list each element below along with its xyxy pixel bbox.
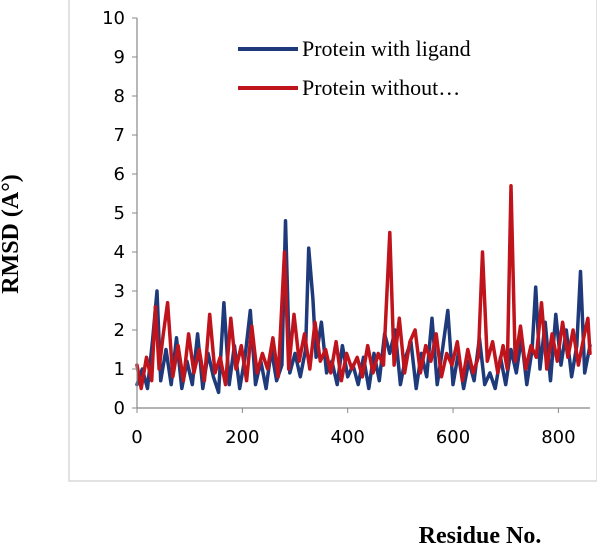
y-tick-label: 1 [114, 359, 125, 380]
series-line-1 [135, 183, 592, 391]
y-tick-label: 7 [114, 125, 125, 146]
y-tick-label: 4 [114, 242, 125, 263]
y-tick-label: 10 [102, 8, 125, 29]
y-tick-label: 2 [114, 320, 125, 341]
legend-label-protein-without: Protein without… [302, 75, 460, 100]
x-axis-title: Residue No. [419, 523, 542, 549]
x-tick-label: 600 [436, 427, 470, 448]
x-tick-label: 0 [131, 427, 142, 448]
y-tick-label: 0 [114, 398, 125, 419]
y-axis-title: RMSD (A°) [0, 174, 24, 294]
y-tick-label: 3 [114, 281, 125, 302]
legend-label-protein-with-ligand: Protein with ligand [302, 36, 471, 61]
legend: Protein with ligand Protein without… [238, 36, 471, 100]
y-tick-label: 5 [114, 203, 125, 224]
x-tick-label: 200 [225, 427, 259, 448]
y-tick-label: 8 [114, 86, 125, 107]
axis-layer: 0 1 2 3 4 5 6 7 8 9 10 0 200 400 600 800 [102, 8, 590, 448]
chart-area-border [68, 0, 597, 482]
x-tick-label: 800 [541, 427, 575, 448]
y-tick-label: 6 [114, 164, 125, 185]
plot-layer [135, 183, 592, 395]
y-tick-label: 9 [114, 47, 125, 68]
x-tick-label: 400 [331, 427, 365, 448]
